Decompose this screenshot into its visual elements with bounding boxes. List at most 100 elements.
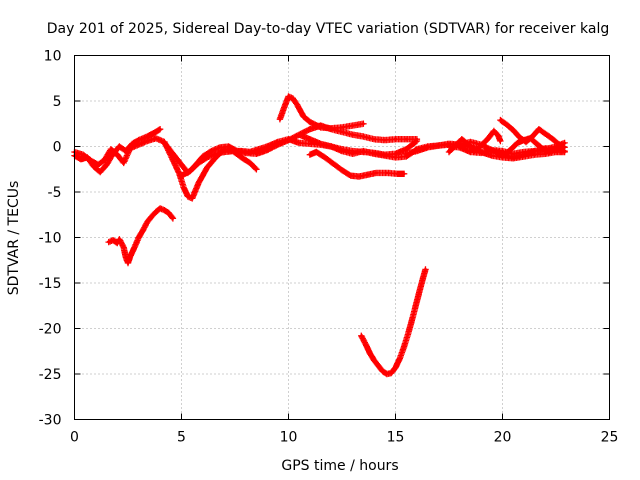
y-tick-label: -15 — [39, 276, 62, 292]
data-point — [186, 195, 190, 198]
data-point — [205, 156, 209, 159]
data-point — [563, 149, 566, 153]
series-arc-12 — [495, 135, 562, 158]
data-point — [302, 115, 305, 118]
data-point — [499, 118, 502, 122]
data-point — [458, 146, 462, 149]
data-point — [115, 241, 119, 245]
data-point — [364, 342, 367, 346]
y-tick-label: -20 — [39, 322, 62, 338]
x-tick-label: 20 — [494, 430, 512, 446]
data-point — [563, 146, 566, 149]
data-point — [248, 161, 252, 165]
data-point — [556, 142, 560, 146]
grid-lines — [74, 55, 610, 420]
data-point — [109, 147, 113, 151]
data-point — [154, 130, 158, 134]
data-point — [372, 151, 376, 155]
data-point — [340, 130, 344, 134]
data-point — [469, 150, 472, 154]
y-tick-label: 5 — [53, 94, 62, 110]
data-point — [518, 136, 521, 139]
data-point — [541, 147, 545, 151]
data-point — [214, 156, 218, 159]
data-point — [287, 137, 290, 141]
data-point — [297, 133, 301, 137]
data-point — [122, 161, 126, 165]
data-point — [115, 153, 119, 157]
data-point — [107, 240, 111, 244]
data-point — [543, 132, 547, 136]
data-point — [447, 150, 451, 154]
data-point — [171, 217, 175, 220]
data-point — [265, 148, 269, 152]
data-point — [145, 139, 149, 143]
data-point — [314, 150, 318, 154]
data-point — [105, 163, 108, 167]
chart-title: Day 201 of 2025, Sidereal Day-to-day VTE… — [47, 21, 609, 37]
data-point — [141, 228, 145, 232]
data-point — [126, 261, 130, 265]
data-point — [372, 137, 376, 141]
data-point — [308, 153, 312, 157]
data-point — [351, 149, 355, 153]
data-point — [394, 156, 397, 159]
data-point — [180, 163, 183, 167]
data-point — [516, 141, 519, 145]
data-point — [276, 140, 280, 144]
data-point — [308, 142, 312, 146]
data-point — [528, 136, 532, 140]
data-point — [128, 255, 132, 258]
data-point — [351, 133, 355, 137]
data-point — [406, 331, 410, 335]
data-point — [145, 135, 149, 138]
data-point — [214, 152, 218, 156]
data-point — [381, 369, 385, 373]
data-point — [394, 137, 397, 141]
data-point — [124, 256, 128, 259]
data-point — [383, 138, 387, 142]
data-point — [394, 366, 397, 369]
data-point — [372, 359, 376, 362]
data-point — [522, 153, 526, 157]
data-point — [426, 146, 429, 149]
data-point — [486, 137, 489, 141]
x-tick-label: 10 — [280, 430, 298, 446]
data-point — [357, 175, 361, 178]
data-point — [257, 147, 260, 151]
data-point — [329, 145, 333, 148]
data-point — [505, 123, 509, 127]
data-point — [415, 139, 419, 143]
data-point — [383, 153, 387, 157]
data-point — [158, 207, 162, 210]
data-point — [287, 95, 290, 98]
data-point — [145, 220, 149, 224]
data-point — [158, 127, 162, 131]
x-tick-label: 25 — [601, 430, 619, 446]
data-point — [362, 150, 365, 154]
data-point — [404, 137, 408, 141]
data-point — [424, 268, 427, 271]
axis-ticks: 0 5 10 15 20 25 10 5 0 -5 -10 -15 -20 -25 -30 — [39, 49, 619, 446]
data-point — [396, 172, 399, 176]
data-point — [137, 236, 141, 239]
data-point — [150, 215, 153, 219]
data-point — [473, 149, 477, 153]
y-tick-label: 0 — [53, 140, 62, 156]
data-point — [359, 334, 363, 338]
data-point — [240, 149, 243, 153]
data-point — [394, 152, 397, 156]
data-point — [404, 152, 408, 156]
data-point — [533, 149, 536, 153]
data-point — [499, 139, 502, 143]
data-point — [447, 145, 451, 148]
data-point — [404, 147, 408, 151]
data-point — [118, 145, 121, 148]
data-point — [118, 237, 121, 241]
series-arc-14 — [358, 266, 429, 378]
data-point — [92, 165, 96, 168]
data-point — [171, 158, 175, 162]
data-point — [535, 142, 539, 146]
data-point — [295, 103, 299, 106]
